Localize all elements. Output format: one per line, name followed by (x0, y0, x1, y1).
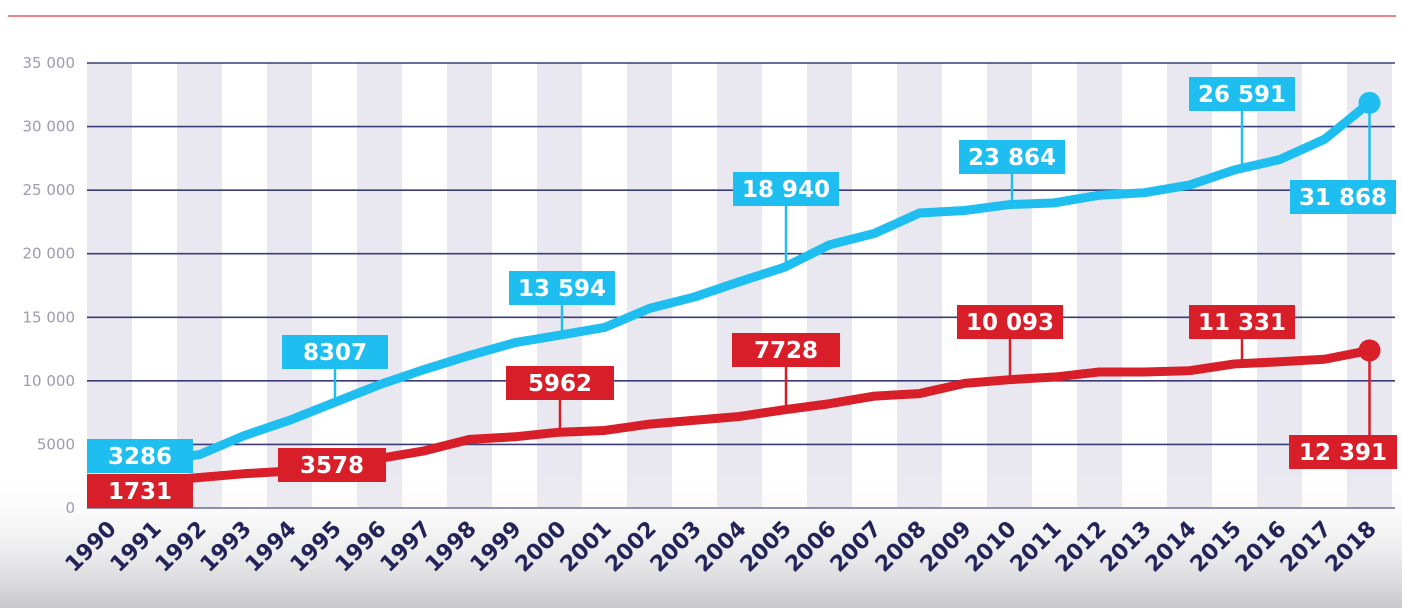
stripe (357, 63, 402, 508)
data-label: 3578 (300, 453, 364, 479)
data-label: 3286 (108, 444, 172, 470)
data-label-box (278, 448, 386, 482)
stripe (447, 63, 492, 508)
data-label-box (733, 172, 839, 206)
bottom-shade (0, 470, 1402, 608)
data-label: 7728 (754, 338, 818, 364)
stripe (1257, 63, 1302, 508)
stripe (177, 63, 222, 508)
y-tick-label: 10 000 (23, 372, 76, 390)
stripe (627, 63, 672, 508)
data-label: 23 864 (968, 145, 1056, 171)
data-label: 10 093 (966, 310, 1054, 336)
data-label: 11 331 (1198, 310, 1286, 336)
data-label-box (1189, 305, 1295, 339)
data-label-box (509, 271, 615, 305)
y-tick-label: 15 000 (23, 308, 76, 326)
data-label-box (959, 140, 1065, 174)
y-tick-label: 0 (65, 499, 75, 517)
y-tick-label: 35 000 (23, 54, 76, 72)
data-label-box (957, 305, 1063, 339)
data-label-box (87, 474, 193, 508)
y-tick-label: 30 000 (23, 118, 76, 136)
data-label: 31 868 (1299, 185, 1387, 211)
y-tick-label: 5000 (37, 435, 75, 453)
data-label: 12 391 (1299, 440, 1387, 466)
data-label: 8307 (303, 340, 367, 366)
data-label-box (732, 333, 840, 367)
data-label: 26 591 (1198, 82, 1286, 108)
data-label: 13 594 (518, 276, 606, 302)
stripe (987, 63, 1032, 508)
stripe (267, 63, 312, 508)
data-label-box (1289, 435, 1397, 469)
data-label-box (506, 366, 614, 400)
data-label-box (1290, 180, 1396, 214)
y-tick-label: 25 000 (23, 181, 76, 199)
stripe (1077, 63, 1122, 508)
data-label-box (1189, 77, 1295, 111)
data-label: 18 940 (742, 177, 830, 203)
stripe (1167, 63, 1212, 508)
data-label-box (282, 335, 388, 369)
data-label: 5962 (528, 371, 592, 397)
stripe (897, 63, 942, 508)
stripe (87, 63, 132, 508)
y-tick-label: 20 000 (23, 245, 76, 263)
data-label: 1731 (108, 479, 172, 505)
stripe (807, 63, 852, 508)
data-label-box (87, 439, 193, 473)
